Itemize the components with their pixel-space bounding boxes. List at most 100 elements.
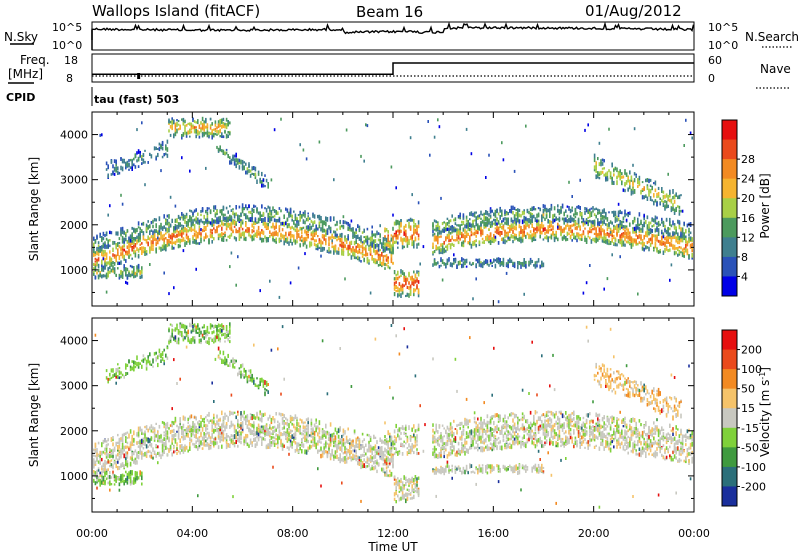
data-cell [206, 213, 209, 218]
data-cell [312, 233, 314, 239]
data-cell [547, 236, 549, 240]
data-cell [465, 219, 468, 222]
data-cell [120, 481, 122, 484]
data-cell [569, 224, 572, 230]
data-cell [221, 226, 223, 231]
data-cell [129, 429, 132, 434]
data-cell [203, 239, 205, 242]
data-cell [245, 236, 247, 242]
data-cell [653, 234, 655, 238]
data-cell [147, 220, 149, 223]
data-cell [142, 153, 145, 156]
data-cell [449, 245, 452, 250]
data-cell [673, 223, 676, 228]
data-cell [462, 220, 465, 225]
data-cell [501, 261, 503, 265]
data-cell [600, 220, 602, 224]
data-cell [216, 217, 218, 222]
data-cell [149, 450, 151, 453]
data-cell [459, 231, 461, 236]
data-cell [409, 293, 412, 296]
data-cell [675, 229, 677, 235]
data-cell [264, 185, 266, 188]
data-cell [157, 148, 159, 150]
data-cell [187, 235, 189, 240]
data-cell [184, 329, 186, 334]
data-cell [678, 222, 681, 225]
data-cell [686, 248, 689, 252]
data-cell [190, 323, 193, 328]
data-cell [128, 238, 130, 243]
data-cell [141, 157, 143, 161]
data-cell [385, 240, 388, 246]
data-cell [558, 216, 561, 220]
data-cell [177, 435, 180, 440]
data-cell [121, 226, 124, 231]
data-cell [400, 274, 402, 277]
data-cell [157, 152, 159, 158]
data-cell [619, 240, 621, 245]
data-cell [400, 269, 402, 274]
data-cell [112, 464, 114, 469]
data-cell [614, 220, 617, 223]
colorbar-segment [722, 217, 737, 238]
data-cell [517, 264, 519, 270]
data-cell [134, 237, 137, 240]
data-cell [301, 231, 303, 235]
data-cell [97, 441, 100, 445]
data-cell [166, 424, 169, 429]
data-cell [598, 232, 601, 236]
data-cell [384, 254, 386, 258]
data-cell [601, 238, 604, 243]
data-cell [129, 234, 132, 240]
data-cell [174, 124, 177, 130]
data-cell [629, 170, 631, 175]
data-cell [168, 236, 170, 239]
data-cell [217, 130, 220, 135]
data-cell [384, 242, 386, 247]
data-cell [150, 154, 153, 159]
data-cell [680, 227, 682, 232]
data-cell [491, 210, 493, 213]
data-cell [121, 166, 124, 172]
data-cell [664, 229, 666, 233]
data-cell [206, 235, 209, 238]
data-cell [125, 165, 127, 170]
data-cell [126, 460, 129, 465]
data-cell [179, 229, 181, 234]
data-cell [120, 448, 122, 452]
data-cell [486, 216, 489, 221]
data-cell [685, 118, 687, 122]
data-cell [294, 241, 297, 245]
data-cell [686, 242, 689, 247]
data-cell [334, 230, 337, 235]
data-cell [97, 454, 100, 457]
data-cell [432, 251, 434, 254]
data-cell [221, 231, 223, 236]
data-cell [459, 224, 461, 228]
data-cell [261, 183, 263, 188]
data-cell [569, 220, 572, 223]
data-cell [459, 260, 461, 265]
data-cell [179, 444, 181, 449]
data-cell [112, 268, 114, 273]
data-cell [405, 277, 407, 283]
data-cell [502, 240, 505, 244]
data-cell [608, 127, 610, 131]
data-cell [185, 427, 188, 433]
data-cell [507, 220, 509, 225]
data-cell [152, 240, 154, 245]
data-cell [126, 160, 129, 165]
data-cell [518, 213, 521, 218]
data-cell [667, 227, 669, 230]
data-cell [646, 196, 649, 201]
data-cell [355, 228, 357, 232]
data-cell [504, 217, 506, 221]
data-cell [117, 367, 119, 373]
power-heatmap [93, 116, 693, 304]
data-cell [510, 205, 513, 210]
data-cell [181, 332, 183, 338]
data-cell [528, 224, 530, 229]
data-cell [157, 355, 159, 360]
data-cell [501, 225, 503, 229]
